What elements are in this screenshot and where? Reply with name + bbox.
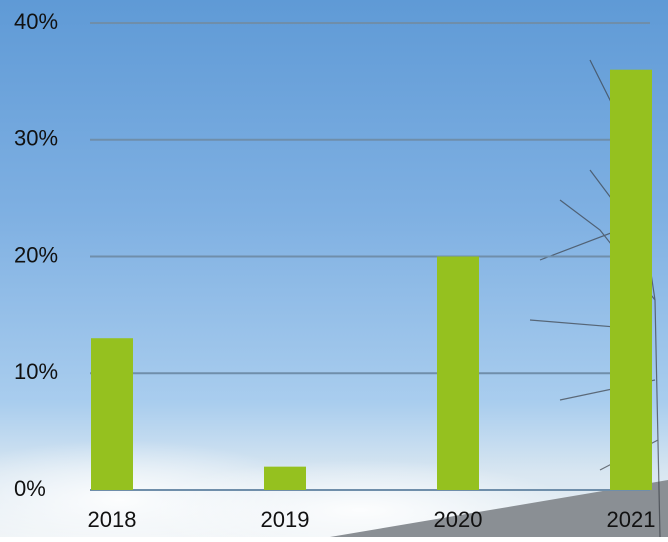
chart: 0% 10% 20% 30% 40% 2018 2019 2020 2021: [0, 0, 668, 537]
y-tick-label: 40%: [14, 9, 58, 34]
screen: 0% 10% 20% 30% 40% 2018 2019 2020 2021: [0, 0, 668, 537]
x-tick-label: 2019: [261, 507, 310, 532]
y-tick-label: 20%: [14, 242, 58, 267]
bar: [437, 257, 479, 491]
bar: [610, 70, 652, 490]
x-tick-label: 2021: [607, 507, 656, 532]
y-tick-label: 10%: [14, 359, 58, 384]
y-tick-label: 0%: [14, 476, 46, 501]
x-tick-label: 2018: [88, 507, 137, 532]
x-tick-label: 2020: [434, 507, 483, 532]
bar: [264, 467, 306, 490]
y-tick-label: 30%: [14, 126, 58, 151]
bar: [91, 338, 133, 490]
